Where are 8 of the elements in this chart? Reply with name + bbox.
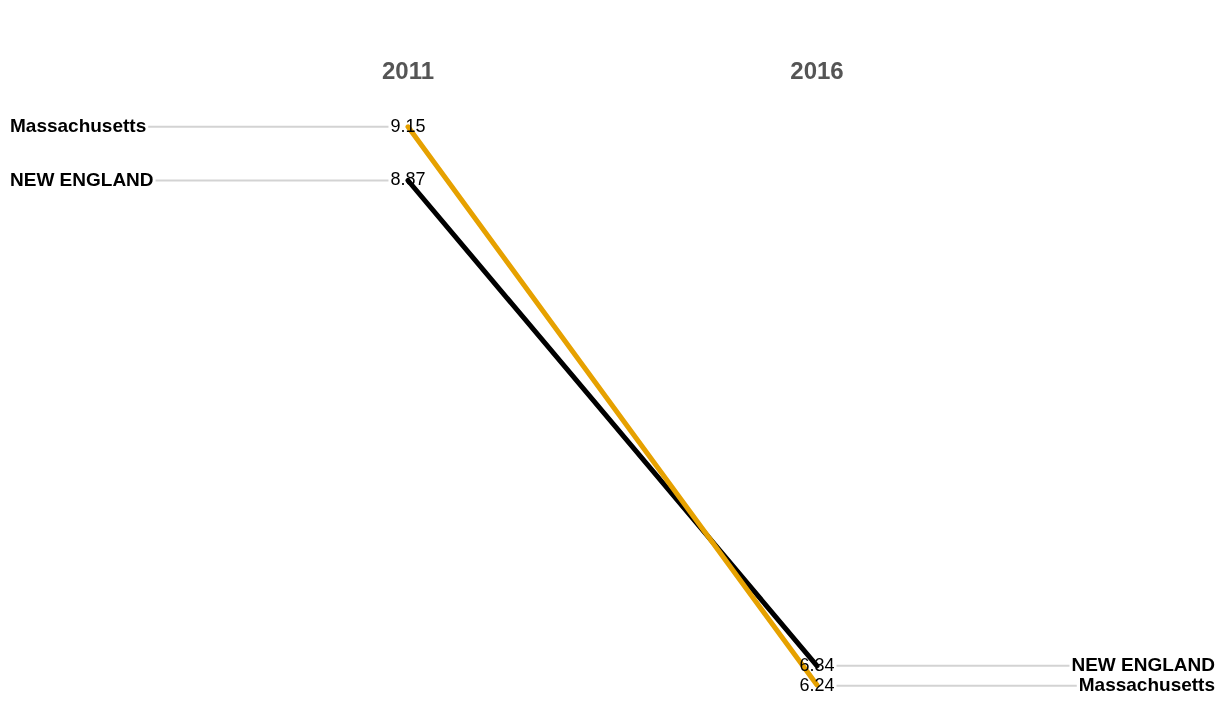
- x-tick-label: 2016: [790, 57, 844, 85]
- text: NEW ENGLAND: [1071, 654, 1215, 676]
- text: NEW ENGLAND: [10, 168, 154, 190]
- x-tick-label: 2011: [381, 57, 435, 85]
- data-label: 9.15: [390, 115, 426, 136]
- data-label: 6.24: [799, 674, 835, 695]
- text: Massachusetts: [1078, 674, 1215, 696]
- text: Massachusetts: [10, 115, 147, 137]
